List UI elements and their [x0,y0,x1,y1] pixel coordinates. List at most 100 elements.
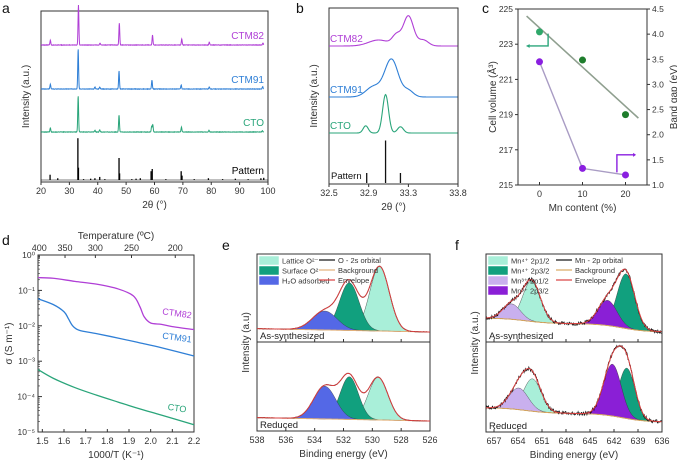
y-axis-label: Intensity (a.u.) [309,64,320,127]
y2-tick-label: 4.0 [652,29,664,39]
band-gap-point [579,164,586,172]
legend-swatch [487,275,509,286]
x-tick-label: 32.5 [320,188,338,198]
y-tick-label: 10⁻² [18,321,35,331]
arrow-left-icon [526,33,549,47]
x-tick-label: 100 [260,186,275,196]
y-tick-label: 221 [499,74,513,84]
panel-b: 32.5 32.9 33.3 33.8 2θ (°) Intensity (a.u.) CT… [309,7,467,213]
plot-frame [37,254,195,433]
x-tick-label: 2.2 [188,436,201,446]
x-tick-label: 60 [149,186,159,196]
y-axis-label: Intensity (a.u) [241,312,252,373]
x-tick-label: 2.0 [144,436,157,446]
y-tick-label: 10⁻³ [18,356,35,366]
series-line-cto [40,96,265,134]
x-tick-label: 645 [582,436,597,446]
panel-c: 0 10 20 215 217 219 221 223 225 1.0 1.5 2.0 2.5 3.0 3.… [486,4,677,214]
x-tick-label: 1.6 [58,436,71,446]
y-tick-label: 10⁻⁵ [18,427,35,437]
legend-swatch [258,255,280,266]
arrow-left-head-icon [526,43,530,48]
panel-d: 1.5 1.6 1.7 1.8 1.9 2.0 2.1 2.2 400 350 300 250 200 T… [4,231,200,461]
series-label-ctm82: CTM82 [162,306,193,320]
x-axis-label: Binding energy (eV) [299,449,387,460]
x2-tick-label: 200 [168,243,183,253]
panel-a: 20 30 40 50 60 70 80 90 100 2θ (°) Intensity (a.u.… [21,5,276,211]
x-tick-label: 2.1 [166,436,179,446]
legend-swatch [487,285,509,296]
series-line-ctm91 [329,58,458,98]
panel-label-f: f [455,237,459,253]
cell-volume-point [579,56,586,64]
series-line-ctm91 [40,49,264,91]
legend-label: Mn³⁺ 2p1/2 [511,277,549,286]
y-tick-label: 223 [499,39,513,49]
cell-volume-point [622,111,629,119]
legend-label: Envelope [575,276,606,285]
x-tick-label: 33.8 [449,188,467,198]
legend: Lattice O²⁻Surface O²⁻H₂O adsorbed O - 2s… [258,255,381,286]
series-label-cto: CTO [330,121,351,132]
legend-label: Mn⁴⁺ 2p3/2 [511,267,549,276]
legend-label: Mn³⁺ 2p3/2 [511,287,549,296]
series-label-ctm82: CTM82 [330,34,363,45]
x-axis-label: Binding energy (eV) [530,450,618,461]
x-tick-label: 1.5 [36,436,49,446]
legend-label: Lattice O²⁻ [282,257,319,266]
series-label-cto: CTO [167,402,187,415]
y2-tick-label: 1.0 [652,180,664,190]
envelope-line [486,345,662,423]
y-tick-label: 10⁰ [22,250,35,260]
arrow-right-icon [616,154,635,173]
x2-tick-label: 300 [88,243,103,253]
x-tick-label: 10 [577,189,587,199]
band-gap-line [538,61,626,176]
series-label-cto: CTO [243,118,264,129]
y2-tick-label: 2.0 [652,130,664,140]
y-axis-label: σ (S m⁻¹) [4,323,15,365]
cell-volume-point [536,28,543,36]
x-tick-label: 20 [620,189,630,199]
cell-volume-fit-line [526,15,639,119]
y-axis-label: Intensity (a.u.) [21,65,32,128]
y-tick-label: 219 [499,110,513,120]
x-tick-label: 648 [558,436,573,446]
subplot-label: As-synthesized [260,331,324,342]
legend-label: Mn - 2p orbital [575,256,623,265]
x2-tick-label: 250 [124,243,139,253]
legend-swatch [487,255,509,266]
x-tick-label: 40 [93,186,103,196]
x-axis-label: 1000/T (K⁻¹) [88,450,144,461]
panel-label-c: c [482,0,489,16]
series-label-ctm82: CTM82 [231,31,264,42]
series-line-cto [329,93,458,134]
x-tick-label: 530 [365,435,380,445]
band-gap-point [622,171,629,179]
series-line-ctm82 [40,5,265,47]
x-tick-label: 1.7 [79,436,92,446]
x-tick-label: 528 [394,435,409,445]
subplot-label: As-synthesized [489,331,553,342]
panel-label-b: b [296,0,304,16]
series-line-cto [37,369,195,426]
x2-tick-label: 400 [32,243,47,253]
legend-label: Surface O²⁻ [282,267,322,276]
x-tick-label: 32.9 [360,188,378,198]
y2-tick-label: 3.0 [652,79,664,89]
x-tick-label: 20 [36,186,46,196]
x-axis-label: 2θ (°) [142,200,167,211]
y2-tick-label: 2.5 [652,105,664,115]
legend-label: Background [338,266,378,275]
subplot-label: Reduced [260,420,298,431]
envelope-line [256,372,431,422]
x-axis-label: Mn content (%) [549,203,617,214]
plot-frame [485,253,663,433]
x-tick-label: 536 [278,435,293,445]
legend-swatch [258,265,280,276]
x-tick-label: 0 [537,189,542,199]
x-tick-label: 33.3 [400,188,418,198]
legend-label: H₂O adsorbed [282,277,330,286]
panel-label-a: a [2,0,10,16]
